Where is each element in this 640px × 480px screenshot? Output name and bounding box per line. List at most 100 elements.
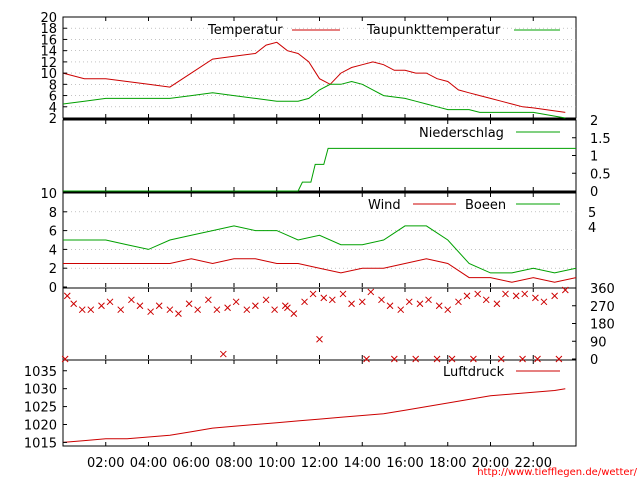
- winddir-point: [482, 296, 490, 304]
- winddir-point: [390, 355, 398, 363]
- winddir-point: [412, 355, 420, 363]
- winddir-point: [155, 302, 163, 310]
- x-tick-label: 14:00: [344, 456, 381, 471]
- y-tick-label: 2: [49, 262, 57, 277]
- x-tick-label: 16:00: [386, 456, 423, 471]
- winddir-point: [405, 298, 413, 306]
- winddir-point: [243, 306, 251, 314]
- tick-layer: 246810121416182000.511.52024681045090180…: [24, 11, 615, 471]
- y-tick-label: 12: [40, 56, 57, 71]
- y-tick-label-right: 4: [588, 221, 596, 236]
- credit-link[interactable]: http://www.tiefflegen.de/wetter/: [477, 467, 637, 478]
- x-tick-label: 08:00: [215, 456, 252, 471]
- y-tick-label-right: 5: [588, 206, 596, 221]
- y-tick-label: 8: [49, 206, 57, 221]
- x-tick-label: 10:00: [258, 456, 295, 471]
- winddir-point: [348, 300, 355, 308]
- winddir-point: [87, 306, 95, 314]
- winddir-point: [106, 298, 114, 306]
- winddir-point: [474, 290, 482, 298]
- y-tick-label: 1025: [24, 401, 57, 416]
- x-tick-label: 02:00: [87, 456, 124, 471]
- winddir-point: [512, 292, 520, 300]
- winddir-point: [555, 355, 563, 363]
- x-tick-label: 22:00: [515, 456, 552, 471]
- y-tick-label: 1.5: [590, 132, 611, 147]
- y-tick-label: 0: [49, 281, 57, 296]
- winddir-point: [448, 355, 456, 363]
- y-tick-label: 0: [590, 185, 598, 200]
- winddir-point: [219, 350, 227, 358]
- legend-label-wind: Wind: [368, 198, 401, 213]
- winddir-point: [444, 306, 452, 314]
- legend-label-luftdruck: Luftdruck: [443, 365, 505, 380]
- series-line-wind-0: [63, 258, 577, 283]
- winddir-point: [378, 296, 385, 304]
- winddir-point: [252, 302, 259, 310]
- winddir-point: [271, 306, 278, 314]
- winddir-point: [290, 310, 298, 317]
- x-tick-label: 12:00: [301, 456, 338, 471]
- winddir-point: [561, 286, 569, 294]
- y-tick-label: 0.5: [590, 167, 611, 182]
- winddir-point: [316, 335, 323, 343]
- winddir-point: [98, 302, 105, 310]
- winddir-point: [339, 290, 347, 298]
- y-tick-label: 0: [590, 353, 598, 368]
- winddir-point: [386, 302, 394, 310]
- y-tick-label: 14: [40, 45, 57, 60]
- winddir-point: [455, 298, 462, 306]
- x-tick-label: 06:00: [173, 456, 210, 471]
- legend-label-taupunkt: Taupunkttemperatur: [366, 23, 501, 38]
- y-tick-label: 1015: [24, 436, 57, 451]
- winddir-point: [301, 298, 308, 306]
- winddir-point: [175, 310, 182, 317]
- winddir-point: [63, 292, 71, 300]
- winddir-point: [320, 294, 328, 302]
- winddir-point: [497, 355, 505, 363]
- winddir-point: [136, 302, 144, 310]
- winddir-point: [358, 298, 366, 306]
- winddir-point: [416, 300, 424, 308]
- y-tick-label: 4: [49, 243, 57, 258]
- winddir-point: [435, 302, 443, 310]
- winddir-point: [128, 296, 135, 304]
- winddir-point: [117, 306, 125, 314]
- winddir-point: [521, 290, 529, 298]
- panel-winddir-frame: [62, 287, 577, 361]
- y-tick-label: 8: [49, 78, 57, 93]
- winddir-point: [232, 298, 240, 306]
- series-line-temperature-0: [62, 41, 566, 113]
- y-tick-label: 1020: [24, 419, 57, 434]
- y-tick-label: 10: [40, 67, 57, 82]
- winddir-point: [470, 355, 477, 363]
- y-tick-label: 4: [49, 101, 57, 116]
- y-tick-label: 20: [40, 11, 57, 26]
- series-line-pressure-0: [62, 388, 566, 443]
- winddir-point: [224, 304, 231, 312]
- y-tick-label: 16: [40, 33, 57, 48]
- y-tick-label: 1030: [24, 383, 57, 398]
- winddir-point: [502, 290, 509, 298]
- y-tick-label: 2: [49, 112, 57, 127]
- series-line-wind-1: [63, 225, 577, 274]
- series-layer: [61, 41, 577, 443]
- winddir-point: [166, 306, 174, 314]
- y-tick-label: 90: [590, 335, 607, 350]
- winddir-point: [213, 306, 221, 314]
- winddir-point: [328, 296, 336, 304]
- winddir-point: [367, 288, 375, 296]
- x-tick-label: 20:00: [472, 456, 509, 471]
- y-tick-label: 6: [49, 225, 57, 240]
- winddir-point: [519, 355, 526, 363]
- y-tick-label: 2: [590, 114, 598, 129]
- winddir-point: [534, 355, 541, 363]
- winddir-point: [61, 355, 69, 363]
- winddir-point: [425, 296, 432, 304]
- legend-label-niederschlag: Niederschlag: [419, 126, 504, 141]
- x-tick-label: 18:00: [429, 456, 466, 471]
- y-tick-label: 10: [40, 187, 57, 202]
- y-tick-label: 270: [590, 300, 615, 315]
- y-tick-label: 18: [40, 22, 57, 37]
